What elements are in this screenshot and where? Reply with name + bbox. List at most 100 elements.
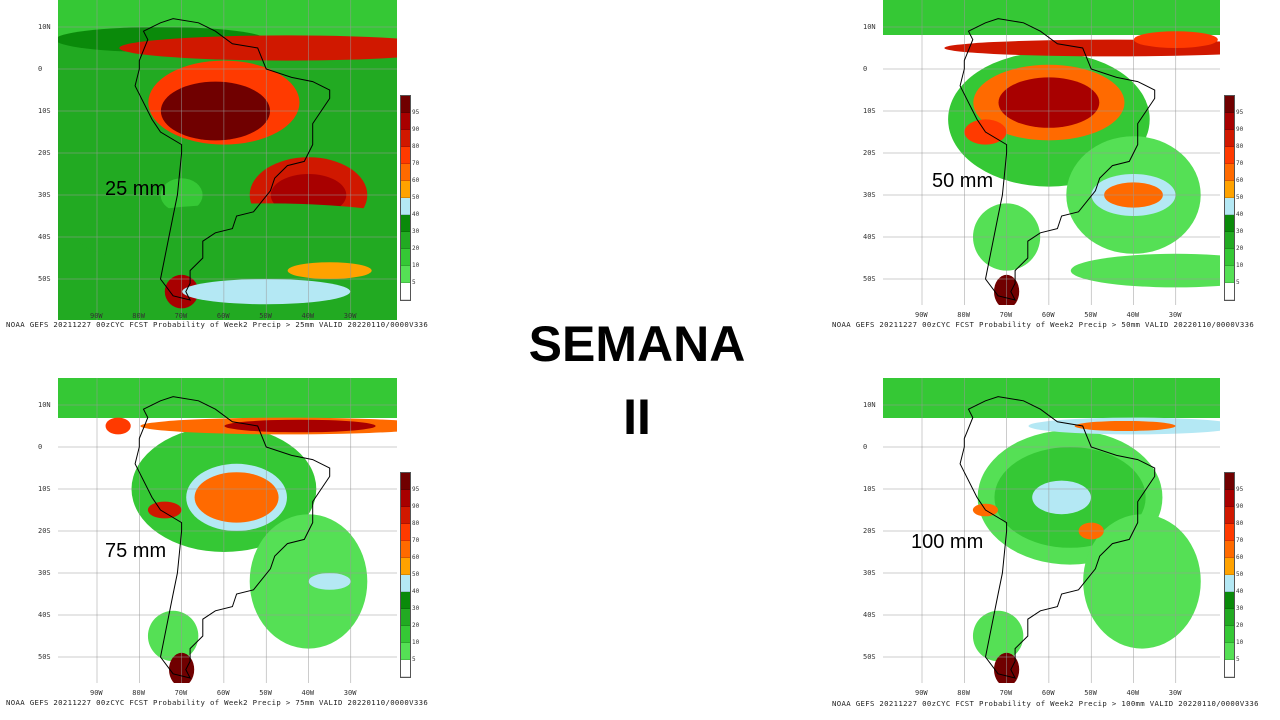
lat-tick-label: 30S bbox=[863, 191, 876, 199]
colorbar-label: 95 bbox=[1236, 109, 1244, 116]
colorbar-swatch bbox=[1225, 660, 1234, 677]
colorbar-swatch bbox=[401, 232, 410, 249]
colorbar-label: 90 bbox=[412, 126, 420, 133]
south-america-coastline bbox=[959, 396, 1156, 679]
map-canvas bbox=[883, 378, 1220, 683]
colorbar bbox=[400, 95, 411, 301]
precip-area bbox=[147, 501, 182, 519]
colorbar-label: 50 bbox=[1236, 571, 1244, 578]
colorbar-swatch bbox=[401, 283, 410, 300]
colorbar-label: 10 bbox=[412, 262, 420, 269]
map-caption: NOAA GEFS 20211227 00zCYC FCST Probabili… bbox=[832, 699, 1259, 708]
precip-area bbox=[224, 419, 376, 433]
threshold-label: 25 mm bbox=[105, 178, 167, 200]
colorbar-label: 50 bbox=[412, 571, 420, 578]
colorbar bbox=[400, 472, 411, 678]
colorbar-label: 95 bbox=[412, 109, 420, 116]
lon-tick-label: 90W bbox=[915, 689, 928, 697]
colorbar-swatch bbox=[401, 626, 410, 643]
south-america-coastline bbox=[134, 18, 331, 301]
colorbar-label: 30 bbox=[1236, 228, 1244, 235]
precip-area bbox=[883, 0, 1220, 35]
colorbar-swatch bbox=[401, 575, 410, 592]
lat-tick-label: 40S bbox=[38, 611, 51, 619]
colorbar-label: 5 bbox=[412, 279, 416, 286]
colorbar-swatch bbox=[1225, 643, 1234, 660]
colorbar-swatch bbox=[401, 541, 410, 558]
colorbar-label: 40 bbox=[412, 588, 420, 595]
precip-area bbox=[308, 573, 351, 590]
precip-area bbox=[147, 610, 199, 662]
colorbar-swatch bbox=[1225, 130, 1234, 147]
colorbar-label: 70 bbox=[1236, 537, 1244, 544]
lon-tick-label: 60W bbox=[216, 689, 230, 697]
precip-probability-map bbox=[58, 378, 397, 683]
colorbar-swatch bbox=[1225, 524, 1234, 541]
lat-tick-label: 20S bbox=[38, 527, 51, 535]
colorbar-label: 60 bbox=[1236, 554, 1244, 561]
colorbar-swatch bbox=[401, 609, 410, 626]
colorbar-label: 5 bbox=[1236, 656, 1240, 663]
slide-title-line2: II bbox=[623, 389, 651, 445]
lon-tick-label: 90W bbox=[90, 312, 103, 320]
lat-tick-label: 30S bbox=[38, 569, 51, 577]
colorbar-label: 20 bbox=[1236, 622, 1244, 629]
lat-tick-label: 10S bbox=[863, 485, 876, 493]
lat-tick-label: 20S bbox=[38, 149, 51, 157]
colorbar-label: 40 bbox=[1236, 211, 1244, 218]
lon-tick-label: 70W bbox=[999, 311, 1013, 319]
lat-tick-label: 0 bbox=[38, 65, 43, 73]
colorbar-label: 80 bbox=[1236, 143, 1244, 150]
colorbar-swatch bbox=[401, 490, 410, 507]
colorbar-swatch bbox=[1225, 147, 1234, 164]
colorbar-swatch bbox=[401, 524, 410, 541]
lat-tick-label: 30S bbox=[863, 569, 876, 577]
map-caption: NOAA GEFS 20211227 00zCYC FCST Probabili… bbox=[6, 320, 429, 329]
colorbar-label: 20 bbox=[412, 622, 420, 629]
precip-area bbox=[972, 610, 1024, 662]
lat-tick-label: 10S bbox=[863, 107, 876, 115]
map-canvas bbox=[58, 378, 397, 683]
lat-tick-label: 10S bbox=[38, 107, 51, 115]
colorbar-label: 80 bbox=[1236, 520, 1244, 527]
colorbar-swatch bbox=[1225, 473, 1234, 490]
lon-tick-label: 70W bbox=[174, 312, 188, 320]
threshold-label: 75 mm bbox=[105, 540, 167, 562]
colorbar-label: 30 bbox=[1236, 605, 1244, 612]
colorbar-swatch bbox=[1225, 558, 1234, 575]
colorbar-label: 60 bbox=[412, 177, 420, 184]
colorbar-label: 10 bbox=[1236, 262, 1244, 269]
colorbar-label: 50 bbox=[412, 194, 420, 201]
lon-tick-label: 30W bbox=[1168, 689, 1182, 697]
lon-tick-label: 40W bbox=[1126, 689, 1140, 697]
lon-tick-label: 30W bbox=[343, 312, 357, 320]
colorbar-swatch bbox=[401, 130, 410, 147]
threshold-label: 100 mm bbox=[911, 531, 984, 553]
colorbar-swatch bbox=[401, 96, 410, 113]
precip-area bbox=[287, 262, 372, 279]
precip-probability-map bbox=[58, 0, 397, 320]
lat-tick-label: 10N bbox=[38, 401, 51, 409]
colorbar-swatch bbox=[401, 113, 410, 130]
colorbar-swatch bbox=[1225, 181, 1234, 198]
colorbar-swatch bbox=[401, 266, 410, 283]
colorbar-label: 20 bbox=[1236, 245, 1244, 252]
colorbar-label: 60 bbox=[412, 554, 420, 561]
map-caption: NOAA GEFS 20211227 00zCYC FCST Probabili… bbox=[6, 698, 429, 707]
lon-tick-label: 50W bbox=[259, 312, 272, 320]
colorbar-label: 70 bbox=[412, 537, 420, 544]
colorbar-swatch bbox=[1225, 507, 1234, 524]
lon-tick-label: 80W bbox=[132, 312, 145, 320]
colorbar-swatch bbox=[401, 181, 410, 198]
lon-tick-label: 90W bbox=[915, 311, 928, 319]
lat-tick-label: 0 bbox=[863, 443, 868, 451]
lon-tick-label: 60W bbox=[216, 312, 230, 320]
lat-tick-label: 0 bbox=[38, 443, 43, 451]
lon-tick-label: 50W bbox=[259, 689, 272, 697]
lon-tick-label: 30W bbox=[1168, 311, 1182, 319]
colorbar-label: 70 bbox=[1236, 160, 1244, 167]
colorbar-label: 90 bbox=[412, 503, 420, 510]
colorbar-label: 5 bbox=[412, 656, 416, 663]
lat-tick-label: 50S bbox=[38, 275, 51, 283]
colorbar-swatch bbox=[401, 147, 410, 164]
